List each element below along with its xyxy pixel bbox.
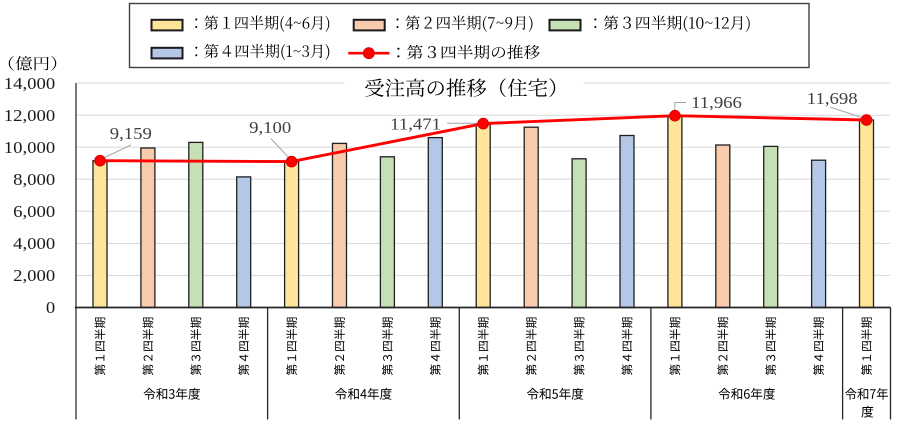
svg-text:10,000: 10,000 [4,138,56,157]
svg-text:9,159: 9,159 [110,124,152,143]
svg-text:8,000: 8,000 [13,170,55,189]
svg-text:6,000: 6,000 [13,202,55,221]
svg-text:0: 0 [46,298,55,317]
svg-text:4,000: 4,000 [13,234,55,253]
svg-text:14,000: 14,000 [4,74,56,93]
svg-text:11,471: 11,471 [390,114,441,133]
svg-text:12,000: 12,000 [4,106,56,125]
svg-text:9,100: 9,100 [249,118,291,137]
svg-text:11,966: 11,966 [691,93,742,112]
svg-text:11,698: 11,698 [807,89,858,108]
svg-text:2,000: 2,000 [13,266,55,285]
